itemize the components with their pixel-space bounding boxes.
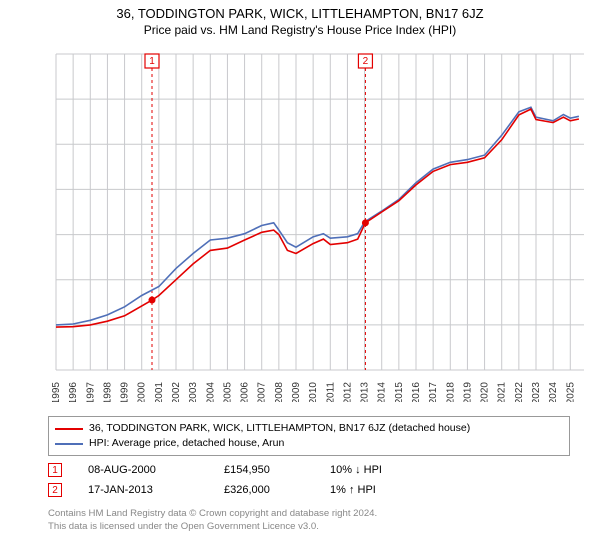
footer-line-2: This data is licensed under the Open Gov… [48,521,568,534]
svg-text:1: 1 [149,56,155,67]
svg-text:1995: 1995 [51,382,62,402]
svg-text:2019: 2019 [462,382,473,402]
chart-title: 36, TODDINGTON PARK, WICK, LITTLEHAMPTON… [0,0,600,21]
svg-text:2010: 2010 [308,382,319,402]
svg-text:2022: 2022 [514,382,525,402]
legend-item: 36, TODDINGTON PARK, WICK, LITTLEHAMPTON… [55,421,563,436]
svg-text:2015: 2015 [394,382,405,402]
svg-text:2005: 2005 [222,382,233,402]
line-chart: £0£100K£200K£300K£400K£500K£600K£700K 19… [48,48,588,402]
footer-line-1: Contains HM Land Registry data © Crown c… [48,508,568,521]
svg-text:1999: 1999 [120,382,131,402]
sale-marker: 1 [48,463,62,477]
svg-text:2002: 2002 [171,382,182,402]
svg-text:2008: 2008 [274,382,285,402]
legend-box: 36, TODDINGTON PARK, WICK, LITTLEHAMPTON… [48,416,570,456]
sale-date: 17-JAN-2013 [88,484,198,496]
svg-text:2014: 2014 [377,382,388,402]
legend-swatch [55,428,83,430]
sale-vs-hpi: 10% ↓ HPI [330,464,430,476]
svg-text:2: 2 [363,56,369,67]
svg-text:2004: 2004 [205,382,216,402]
svg-text:2007: 2007 [257,382,268,402]
footer-text: Contains HM Land Registry data © Crown c… [48,508,568,534]
svg-text:2013: 2013 [360,382,371,402]
svg-text:2025: 2025 [565,382,576,402]
chart-area: £0£100K£200K£300K£400K£500K£600K£700K 19… [48,48,588,402]
sale-date: 08-AUG-2000 [88,464,198,476]
legend-item: HPI: Average price, detached house, Arun [55,436,563,451]
legend-label: 36, TODDINGTON PARK, WICK, LITTLEHAMPTON… [89,421,470,436]
svg-text:2017: 2017 [428,382,439,402]
sale-price: £154,950 [224,464,304,476]
svg-text:2003: 2003 [188,382,199,402]
sale-row: 2 17-JAN-2013 £326,000 1% ↑ HPI [48,480,568,500]
svg-text:2021: 2021 [497,382,508,402]
svg-text:2009: 2009 [291,382,302,402]
svg-text:2011: 2011 [325,382,336,402]
sale-marker: 2 [48,483,62,497]
svg-text:2023: 2023 [531,382,542,402]
sale-price: £326,000 [224,484,304,496]
svg-text:1998: 1998 [102,382,113,402]
sales-table: 1 08-AUG-2000 £154,950 10% ↓ HPI 2 17-JAN-201… [48,460,568,500]
chart-subtitle: Price paid vs. HM Land Registry's House … [0,21,600,37]
svg-text:1997: 1997 [85,382,96,402]
svg-text:1996: 1996 [68,382,79,402]
svg-text:2000: 2000 [137,382,148,402]
svg-text:2016: 2016 [411,382,422,402]
svg-text:2001: 2001 [154,382,165,402]
legend-swatch [55,443,83,445]
svg-text:2006: 2006 [240,382,251,402]
svg-text:2012: 2012 [342,382,353,402]
sale-row: 1 08-AUG-2000 £154,950 10% ↓ HPI [48,460,568,480]
svg-text:2018: 2018 [445,382,456,402]
svg-text:2024: 2024 [548,382,559,402]
svg-text:2020: 2020 [480,382,491,402]
legend-label: HPI: Average price, detached house, Arun [89,436,284,451]
sale-vs-hpi: 1% ↑ HPI [330,484,430,496]
